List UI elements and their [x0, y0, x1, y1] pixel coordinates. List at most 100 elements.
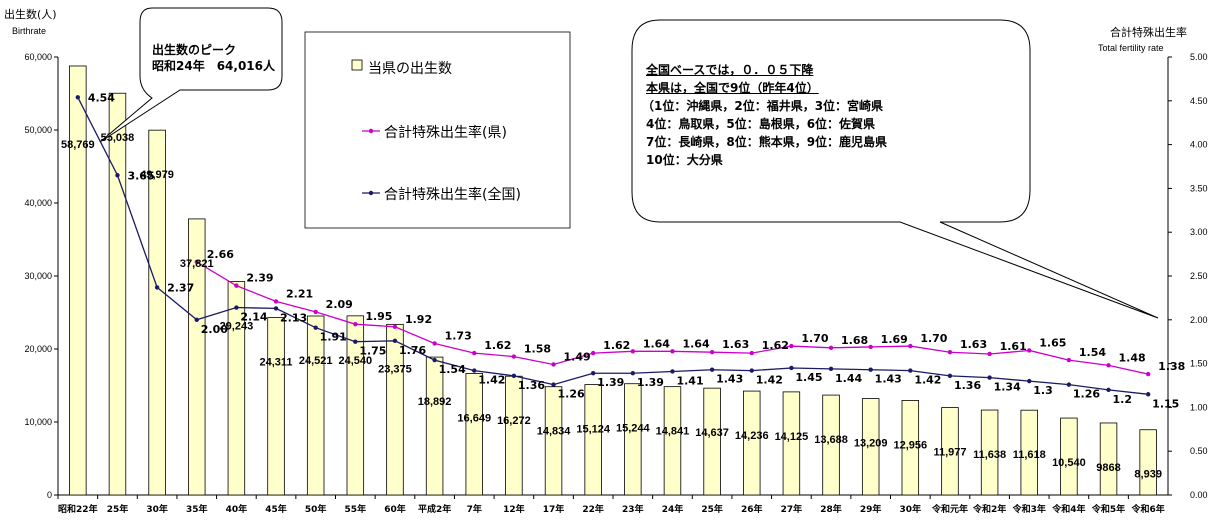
pref-rate-point: [551, 362, 556, 367]
right-tick-label: 3.00: [1190, 227, 1208, 237]
national-rate-point: [511, 373, 517, 379]
bar-value-label: 13,688: [814, 434, 848, 446]
pref-rate-label: 2.09: [326, 298, 353, 311]
x-tick-label: 30年: [146, 503, 168, 515]
bar-value-label: 11,618: [1013, 449, 1046, 461]
bar-value-label: 24,521: [299, 355, 333, 367]
x-tick-label: 23年: [622, 503, 644, 515]
pref-rate-label: 1.70: [801, 332, 828, 345]
pref-rate-point: [947, 350, 953, 355]
birth-bar: [505, 375, 523, 496]
pref-rate-label: 1.95: [365, 310, 392, 323]
national-rate-label: 1.26: [1073, 388, 1100, 401]
pref-rate-label: 2.39: [246, 272, 273, 285]
x-tick-label: 60年: [384, 503, 406, 515]
national-rate-label: 1.45: [795, 371, 822, 384]
national-rate-label: 1.41: [676, 374, 703, 387]
national-rate-point: [194, 317, 199, 322]
bar-value-label: 58,769: [61, 139, 95, 151]
peak-callout-line2: 昭和24年 64,016人: [152, 59, 276, 73]
birth-bar: [465, 373, 483, 496]
pref-rate-label: 1.64: [643, 337, 670, 350]
national-rate-label: 4.54: [88, 91, 115, 104]
birth-bar: [624, 383, 642, 496]
legend-swatch-births: [351, 59, 363, 71]
national-rate-point: [1066, 382, 1072, 387]
pref-rate-point: [828, 345, 834, 351]
left-tick-label: 10,000: [24, 417, 52, 427]
birth-bar: [861, 398, 880, 496]
birth-bar: [148, 129, 166, 496]
national-rate-label: 1.75: [359, 345, 386, 358]
birth-bar: [1139, 429, 1157, 496]
left-tick-label: 20,000: [24, 344, 52, 354]
national-rate-point: [1145, 392, 1151, 397]
national-rate-label: 3.65: [127, 169, 154, 182]
right-tick-label: 0.50: [1190, 446, 1208, 456]
note-callout-balloon: [631, 19, 1159, 319]
x-tick-label: 平成2年: [418, 503, 451, 515]
note-line-2: 本県は，全国で9位（昨年4位）: [646, 81, 819, 95]
national-rate-label: 1.43: [716, 373, 743, 386]
bar-value-label: 24,540: [338, 355, 372, 367]
x-tick-label: 30年: [900, 503, 922, 515]
bar-value-label: 16,272: [497, 415, 531, 427]
right-axis-title: 合計特殊出生率: [1110, 26, 1187, 39]
birth-bar: [584, 384, 602, 496]
birth-bar: [901, 400, 920, 496]
national-rate-point: [630, 371, 636, 376]
birth-bar: [227, 281, 246, 496]
pref-rate-point: [234, 283, 239, 288]
x-tick-label: 7年: [467, 503, 482, 515]
left-axis-subtitle: Birthrate: [12, 26, 47, 36]
x-tick-label: 55年: [345, 503, 367, 515]
national-rate-point: [749, 368, 754, 373]
bar-value-label: 14,841: [656, 426, 690, 438]
pref-rate-point: [749, 350, 754, 356]
bar-value-label: 23,375: [378, 363, 412, 375]
pref-rate-point: [511, 354, 517, 359]
national-rate-point: [353, 339, 358, 344]
pref-rate-label: 1.62: [484, 339, 511, 352]
pref-rate-point: [313, 309, 318, 315]
national-rate-label: 1.15: [1152, 397, 1179, 410]
national-rate-label: 1.39: [637, 376, 664, 389]
bar-value-label: 18,892: [418, 396, 452, 408]
national-rate-label: 1.91: [320, 331, 347, 344]
legend-label-births: 当県の出生数: [368, 61, 452, 77]
birth-bar: [267, 317, 285, 496]
x-tick-label: 25年: [701, 503, 723, 515]
birth-bar: [306, 315, 325, 496]
right-axis-subtitle: Total fertility rate: [1098, 43, 1164, 53]
x-tick-label: 28年: [820, 503, 842, 515]
pref-rate-label: 1.63: [960, 338, 987, 351]
pref-rate-point: [1027, 348, 1032, 353]
x-tick-label: 26年: [741, 503, 763, 515]
pref-rate-label: 1.63: [722, 338, 749, 351]
note-line-1: 全国ベースでは，０．０５下降: [646, 63, 814, 77]
bar-value-label: 24,311: [260, 357, 293, 369]
national-rate-label: 1.39: [597, 376, 624, 389]
national-rate-label: 1.34: [994, 381, 1021, 394]
birth-bar: [743, 390, 761, 496]
national-rate-point: [908, 368, 913, 373]
birth-bar: [1020, 409, 1038, 496]
birth-bar: [703, 387, 721, 496]
left-tick-label: 30,000: [24, 271, 52, 281]
peak-callout-balloon: [99, 7, 283, 143]
birth-bar: [1060, 417, 1078, 496]
bar-value-label: 11,638: [973, 449, 1006, 461]
national-rate-point: [154, 285, 160, 290]
national-rate-point: [709, 367, 715, 372]
national-rate-point: [987, 375, 992, 380]
bar-value-label: 16,649: [457, 412, 491, 424]
pref-rate-point: [1066, 357, 1072, 363]
bar-value-label: 10,540: [1052, 457, 1086, 469]
pref-rate-point: [709, 350, 715, 355]
right-tick-label: 4.00: [1190, 140, 1208, 150]
peak-callout-line1: 出生数のピーク: [152, 43, 237, 57]
note-line-3: （1位：沖縄県，2位：福井県，3位：宮崎県: [642, 99, 884, 113]
birth-bar: [425, 356, 444, 496]
national-rate-point: [947, 373, 953, 379]
national-rate-point: [868, 367, 873, 372]
